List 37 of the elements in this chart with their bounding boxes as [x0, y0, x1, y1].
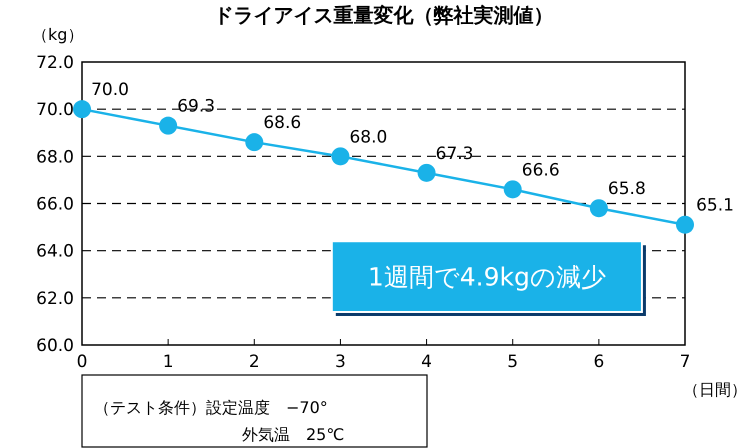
- chart-title: ドライアイス重量変化（弊社実測値）: [214, 3, 554, 27]
- x-axis-title: （日間）: [683, 380, 745, 399]
- x-tick-label: 7: [680, 352, 690, 372]
- y-tick-label: 62.0: [36, 288, 74, 309]
- y-tick-label: 68.0: [36, 147, 74, 168]
- data-label: 69.3: [177, 96, 216, 117]
- data-label: 66.6: [522, 160, 560, 180]
- annotation: 1週間で4.9kgの減少: [368, 262, 606, 292]
- y-tick-label: 72.0: [36, 53, 74, 73]
- y-tick-label: 60.0: [36, 336, 74, 356]
- text: （テスト条件）設定温度 −70°: [94, 398, 328, 417]
- data-label: 70.0: [91, 80, 129, 100]
- y-axis-title: （kg）: [32, 25, 84, 44]
- y-tick-label: 70.0: [36, 100, 74, 120]
- x-tick-label: 0: [76, 352, 88, 372]
- data-label: 65.8: [608, 179, 646, 200]
- point: [676, 216, 694, 234]
- text: 外気温 25℃: [242, 425, 344, 444]
- point: [504, 180, 522, 198]
- y-tick-label: 66.0: [36, 194, 74, 214]
- x-tick-label: 5: [507, 352, 518, 372]
- y-tick-label: 64.0: [36, 242, 74, 262]
- data-label: 67.3: [436, 144, 474, 164]
- data-label: 65.1: [696, 196, 734, 216]
- data-label: 68.0: [350, 127, 388, 148]
- point: [245, 133, 264, 152]
- point: [590, 199, 608, 218]
- x-tick-label: 3: [335, 352, 346, 372]
- data-label: 68.6: [263, 113, 302, 134]
- point: [331, 147, 350, 166]
- x-tick-label: 4: [421, 352, 432, 372]
- x-tick-label: 2: [248, 352, 260, 372]
- x-tick-label: 1: [162, 352, 174, 372]
- point: [73, 100, 91, 118]
- point: [418, 164, 436, 182]
- point: [159, 116, 178, 135]
- x-tick-label: 6: [593, 352, 604, 372]
